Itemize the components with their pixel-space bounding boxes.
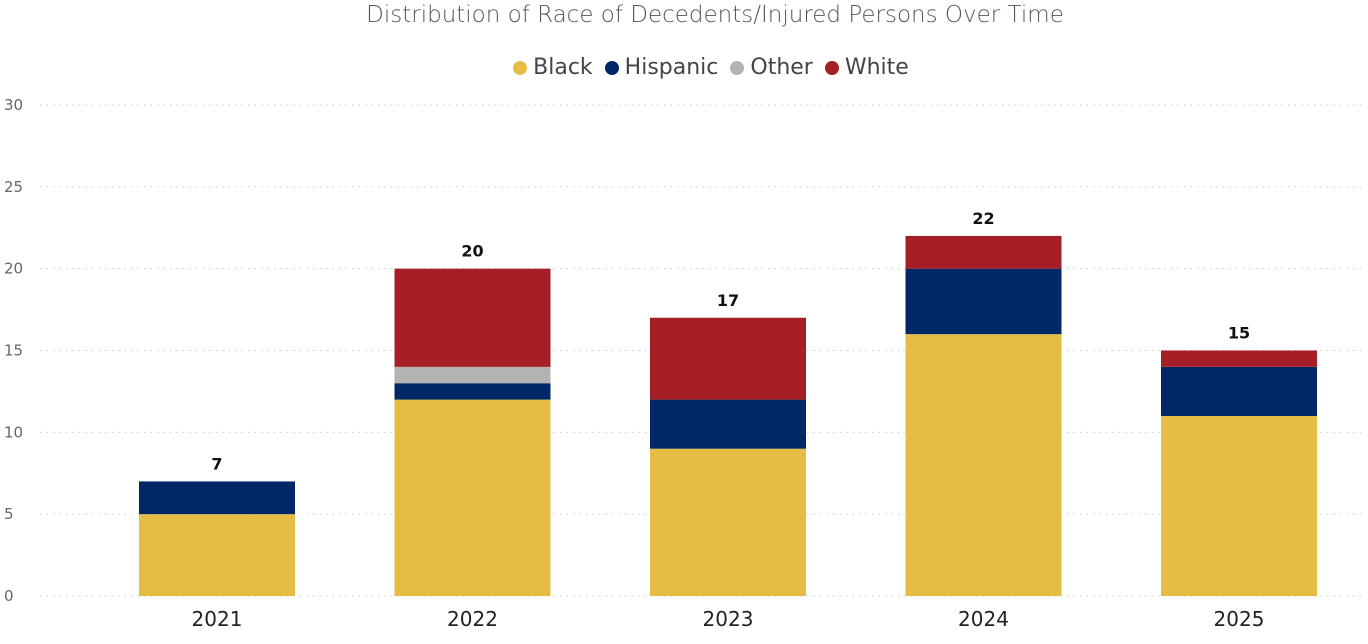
bar-2022-hispanic[interactable] (394, 383, 551, 400)
total-label-2022: 20 (461, 242, 483, 261)
legend-label-hispanic: Hispanic (624, 55, 719, 80)
legend-item-hispanic[interactable]: Hispanic (604, 55, 719, 80)
legend-dot-black (513, 60, 528, 75)
bar-2025-white[interactable] (1161, 350, 1317, 367)
bar-2025-black[interactable] (1161, 415, 1317, 596)
total-label-2025: 15 (1228, 324, 1250, 343)
y-tick-label-10: 10 (4, 423, 23, 441)
total-label-2024: 22 (972, 209, 994, 228)
y-tick-label-15: 15 (4, 342, 23, 360)
y-tick-label-25: 25 (4, 178, 23, 196)
y-tick-label-30: 30 (4, 96, 23, 114)
x-tick-label-2022: 2022 (447, 607, 498, 631)
bar-2024-black[interactable] (905, 334, 1062, 596)
legend-dot-hispanic (604, 60, 619, 75)
bar-2023-black[interactable] (650, 448, 806, 596)
legend-label-other: Other (750, 55, 813, 80)
total-label-2023: 17 (717, 291, 739, 310)
total-label-2021: 7 (211, 454, 222, 473)
legend-label-white: White (844, 55, 909, 80)
bar-2022-white[interactable] (394, 268, 551, 367)
bar-2024-hispanic[interactable] (905, 268, 1062, 335)
y-tick-label-5: 5 (4, 505, 14, 523)
x-tick-label-2024: 2024 (958, 607, 1009, 631)
x-tick-label-2021: 2021 (192, 607, 243, 631)
bar-2024-white[interactable] (905, 235, 1062, 269)
y-tick-label-20: 20 (4, 260, 23, 278)
bar-2021-hispanic[interactable] (139, 481, 295, 515)
bar-2022-black[interactable] (394, 399, 551, 596)
legend-item-white[interactable]: White (824, 55, 909, 80)
bar-2023-white[interactable] (650, 317, 806, 400)
legend-item-other[interactable]: Other (730, 55, 813, 80)
chart-title: Distribution of Race of Decedents/Injure… (366, 2, 1064, 28)
x-tick-label-2023: 2023 (703, 607, 754, 631)
bar-2021-black[interactable] (139, 514, 295, 596)
x-tick-label-2025: 2025 (1214, 607, 1265, 631)
bar-2023-hispanic[interactable] (650, 399, 806, 449)
y-tick-label-0: 0 (4, 587, 14, 605)
legend-dot-other (730, 60, 745, 75)
bar-2025-hispanic[interactable] (1161, 366, 1317, 416)
legend-label-black: Black (533, 55, 593, 80)
legend: Black Hispanic Other White (0, 55, 1368, 80)
bar-2022-other[interactable] (394, 366, 551, 384)
legend-dot-white (824, 60, 839, 75)
legend-item-black[interactable]: Black (513, 55, 593, 80)
